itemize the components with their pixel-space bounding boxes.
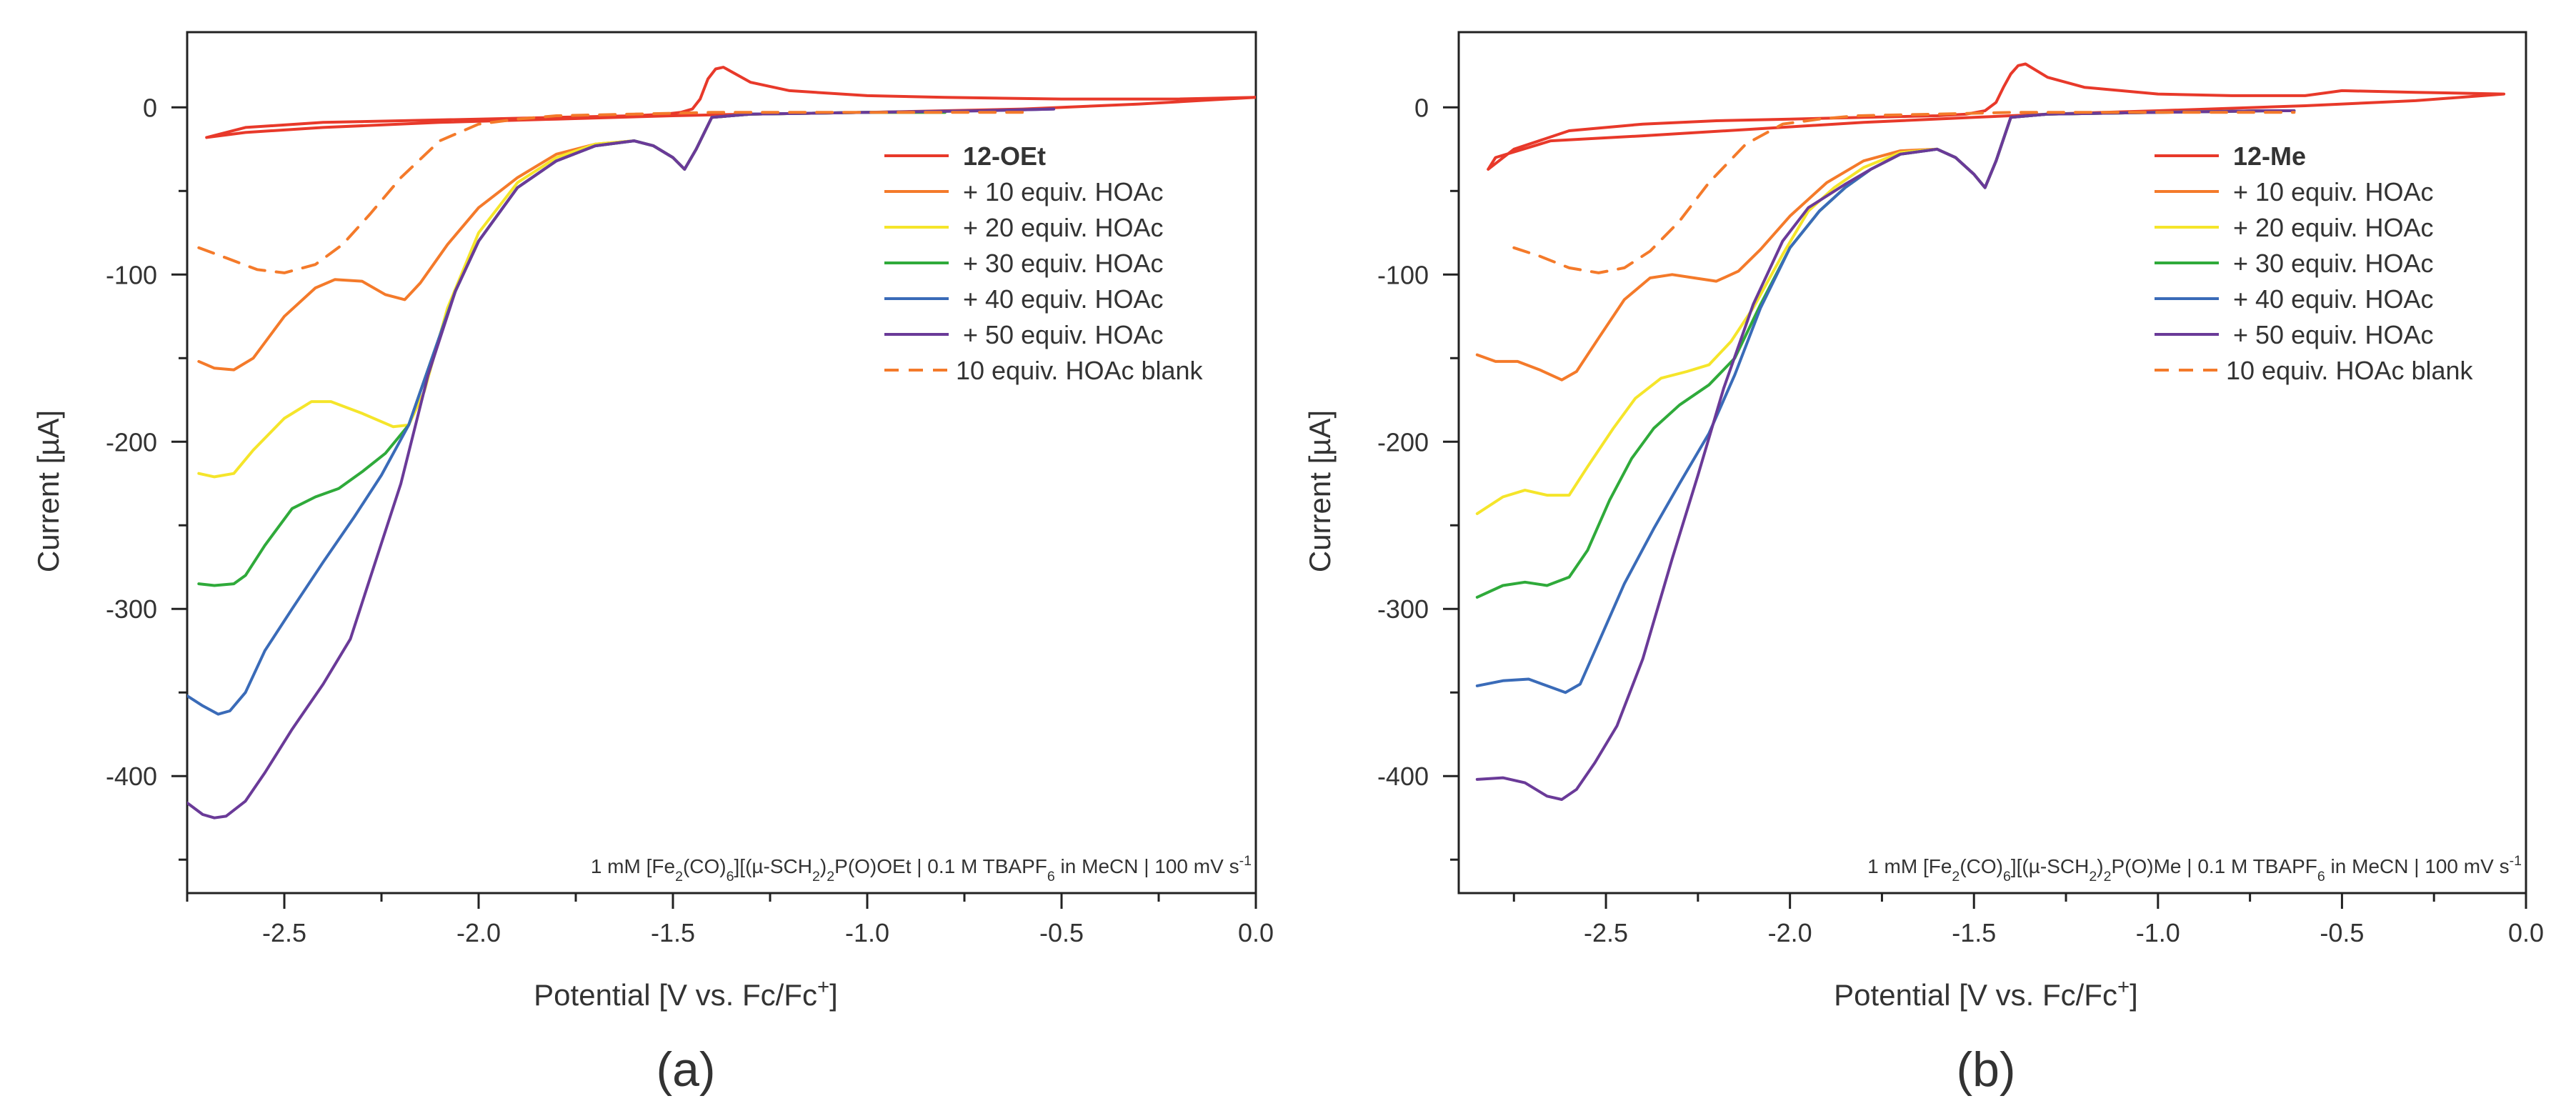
series-line-50-equiv-hoac xyxy=(1475,109,2296,801)
series-line-50-equiv-hoac xyxy=(187,107,1056,819)
x-axis-title-part: ] xyxy=(829,978,838,1012)
legend-label: 10 equiv. HOAc blank xyxy=(956,356,1204,385)
legend-label: + 40 equiv. HOAc xyxy=(2233,284,2433,314)
series-line-12-me xyxy=(1487,62,2506,171)
conditions-caption-part: 6 xyxy=(1047,869,1055,885)
conditions-caption-part: ) xyxy=(820,855,827,877)
x-axis-title: Potential [V vs. Fc/Fc+] xyxy=(1834,975,2138,1012)
x-axis-title-part: ] xyxy=(2130,978,2138,1012)
x-tick-label: -2.5 xyxy=(262,918,306,947)
x-tick-label: -2.0 xyxy=(456,918,501,947)
conditions-caption-part: 2 xyxy=(827,869,834,885)
y-tick-label: -300 xyxy=(1377,594,1429,624)
legend-label: 12-Me xyxy=(2233,141,2306,171)
x-axis-title-part: Potential [V vs. Fc/Fc xyxy=(1834,978,2117,1012)
conditions-caption-part: 6 xyxy=(2003,869,2011,885)
conditions-caption: 1 mM [Fe2(CO)6][(µ-SCH2)2P(O)OEt | 0.1 M… xyxy=(591,853,1252,885)
y-tick-label: -100 xyxy=(106,260,157,289)
conditions-caption-part: 2 xyxy=(2089,869,2097,885)
series-line-10-equiv-hoac-blank xyxy=(197,111,1024,274)
series-lines xyxy=(1475,62,2506,801)
x-tick-label: -1.0 xyxy=(845,918,889,947)
conditions-caption-part: 1 mM [Fe xyxy=(1867,855,1952,877)
x-tick-label: -1.5 xyxy=(651,918,695,947)
conditions-caption-part: 6 xyxy=(727,869,734,885)
y-tick-label: -400 xyxy=(1377,762,1429,791)
panel-label: (a) xyxy=(656,1042,715,1097)
legend-label: 12-OEt xyxy=(963,141,1046,171)
conditions-caption-part: 2 xyxy=(675,869,683,885)
conditions-caption-part: -1 xyxy=(1239,853,1252,869)
x-axis-title-part: + xyxy=(817,975,829,999)
legend-label: + 40 equiv. HOAc xyxy=(963,284,1163,314)
x-tick-label: -2.0 xyxy=(1768,918,1812,947)
y-tick-label: -300 xyxy=(106,594,157,624)
panel-b: -2.5 -2.0 -1.5 -1.0 -0.5 0.0 0 -100 -200 -300 -400… xyxy=(1303,31,2544,1097)
series-lines xyxy=(187,66,1256,819)
conditions-caption-part: 1 mM [Fe xyxy=(591,855,675,877)
y-tick-label: -400 xyxy=(106,762,157,791)
legend: 12-Me + 10 equiv. HOAc + 20 equiv. HOAc + 3… xyxy=(2155,141,2474,385)
x-axis-title-part: Potential [V vs. Fc/Fc xyxy=(534,978,817,1012)
legend: 12-OEt + 10 equiv. HOAc + 20 equiv. HOAc + … xyxy=(884,141,1204,385)
y-tick-label: -200 xyxy=(106,427,157,457)
x-tick-label: -1.0 xyxy=(2136,918,2180,947)
y-tick-label: -100 xyxy=(1377,260,1429,289)
conditions-caption-part: ][(µ-SCH xyxy=(2011,855,2089,877)
y-axis-title: Current [µA] xyxy=(31,410,65,572)
conditions-caption-part: 2 xyxy=(812,869,820,885)
x-tick-label: -1.5 xyxy=(1952,918,1996,947)
conditions-caption-part: in MeCN | 100 mV s xyxy=(2325,855,2510,877)
x-tick-label: -0.5 xyxy=(2320,918,2364,947)
legend-label: + 30 equiv. HOAc xyxy=(963,249,1163,278)
conditions-caption-part: ) xyxy=(2097,855,2103,877)
legend-label: + 20 equiv. HOAc xyxy=(963,213,1163,242)
legend-label: + 10 equiv. HOAc xyxy=(963,177,1163,206)
plot-frame xyxy=(1457,31,2527,895)
conditions-caption-part: 2 xyxy=(1952,869,1960,885)
conditions-caption-part: in MeCN | 100 mV s xyxy=(1055,855,1239,877)
x-tick-label: -0.5 xyxy=(1039,918,1084,947)
legend-label: + 50 equiv. HOAc xyxy=(2233,320,2433,349)
y-tick-label: 0 xyxy=(143,93,157,122)
panel-a: -2.5 -2.0 -1.5 -1.0 -0.5 0.0 0 -100 -200 -300 -400… xyxy=(31,31,1274,1097)
x-tick-label: 0.0 xyxy=(2508,918,2544,947)
series-line-10-equiv-hoac-blank xyxy=(1512,111,2296,274)
y-axis-title: Current [µA] xyxy=(1303,410,1337,572)
panel-label: (b) xyxy=(1956,1042,2015,1097)
legend-label: + 50 equiv. HOAc xyxy=(963,320,1163,349)
legend-label: + 20 equiv. HOAc xyxy=(2233,213,2433,242)
conditions-caption: 1 mM [Fe2(CO)6][(µ-SCH2)2P(O)Me | 0.1 M … xyxy=(1867,853,2522,885)
conditions-caption-part: 2 xyxy=(2104,869,2112,885)
legend-label: + 30 equiv. HOAc xyxy=(2233,249,2433,278)
x-axis-title-part: + xyxy=(2117,975,2130,999)
conditions-caption-part: ][(µ-SCH xyxy=(734,855,812,877)
legend-label: 10 equiv. HOAc blank xyxy=(2226,356,2474,385)
plot-frame xyxy=(186,31,1257,895)
y-tick-label: -200 xyxy=(1377,427,1429,457)
legend-label: + 10 equiv. HOAc xyxy=(2233,177,2433,206)
conditions-caption-part: 6 xyxy=(2317,869,2325,885)
conditions-caption-part: (CO) xyxy=(683,855,727,877)
x-axis-title: Potential [V vs. Fc/Fc+] xyxy=(534,975,838,1012)
y-tick-label: 0 xyxy=(1414,93,1429,122)
x-tick-label: -2.5 xyxy=(1584,918,1628,947)
x-tick-label: 0.0 xyxy=(1238,918,1274,947)
conditions-caption-part: -1 xyxy=(2510,853,2522,869)
conditions-caption-part: P(O)Me | 0.1 M TBAPF xyxy=(2111,855,2317,877)
conditions-caption-part: P(O)OEt | 0.1 M TBAPF xyxy=(834,855,1047,877)
conditions-caption-part: (CO) xyxy=(1960,855,2003,877)
series-line-12-oet xyxy=(205,66,1256,139)
